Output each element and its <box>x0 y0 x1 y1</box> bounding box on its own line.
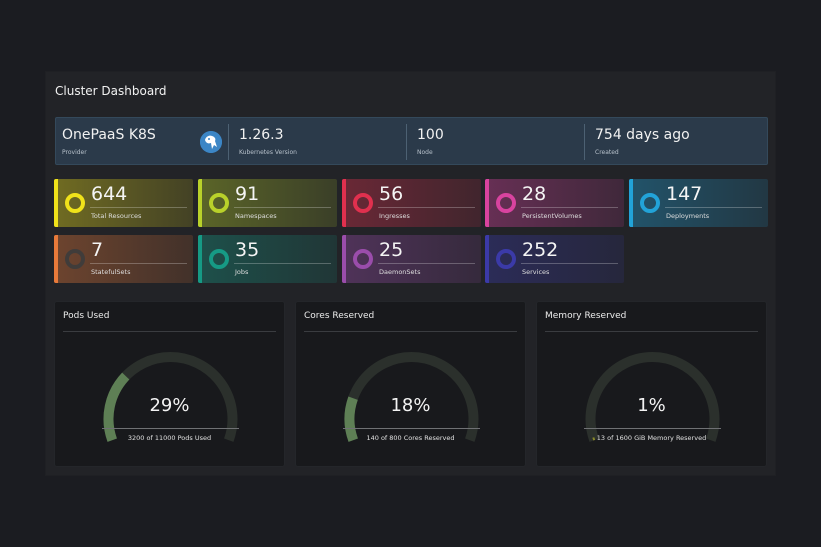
node-label: Node <box>417 149 433 156</box>
stat-value: 7 <box>91 239 104 261</box>
gauge-fill <box>344 396 359 442</box>
stat-ingresses[interactable]: 56 Ingresses <box>342 179 481 227</box>
ring-icon <box>209 249 229 269</box>
gauge-fill <box>103 372 130 442</box>
ring-icon <box>496 249 516 269</box>
stat-deployments[interactable]: 147 Deployments <box>629 179 768 227</box>
cluster-dashboard-panel: Cluster Dashboard OnePaaS K8S Provider 1… <box>45 71 776 476</box>
version-cell: 1.26.3 Kubernetes Version <box>239 118 405 166</box>
stat-label: StatefulSets <box>91 268 131 276</box>
stat-label: Jobs <box>235 268 249 276</box>
stat-total-resources[interactable]: 644 Total Resources <box>54 179 193 227</box>
kubernetes-version-label: Kubernetes Version <box>239 149 297 156</box>
gauge-percent: 29% <box>149 395 190 416</box>
gauge-percent: 1% <box>637 395 666 416</box>
stat-statefulsets[interactable]: 7 StatefulSets <box>54 235 193 283</box>
gauge-pods-used <box>103 352 238 442</box>
gauge-title: Cores Reserved <box>304 311 375 321</box>
provider-cell: OnePaaS K8S Provider <box>62 118 228 166</box>
kubernetes-version-value: 1.26.3 <box>239 127 284 143</box>
info-divider <box>584 124 585 160</box>
stat-value: 91 <box>235 183 260 205</box>
created-cell: 754 days ago Created <box>595 118 761 166</box>
stat-label: Total Resources <box>91 212 142 220</box>
stat-label: Deployments <box>666 212 710 220</box>
stat-value: 644 <box>91 183 128 205</box>
stat-label: Ingresses <box>379 212 410 220</box>
stat-value: 35 <box>235 239 260 261</box>
stat-value: 252 <box>522 239 559 261</box>
created-label: Created <box>595 149 619 156</box>
stat-jobs[interactable]: 35 Jobs <box>198 235 337 283</box>
gauge-caption: 140 of 800 Cores Reserved <box>366 434 455 442</box>
gauge-caption: 13 of 1600 GiB Memory Reserved <box>596 434 707 442</box>
stat-namespaces[interactable]: 91 Namespaces <box>198 179 337 227</box>
gauge-card-memory-reserved: Memory Reserved 1% 13 of 1600 GiB Memory… <box>536 301 767 467</box>
stat-services[interactable]: 252 Services <box>485 235 624 283</box>
stat-label: PersistentVolumes <box>522 212 582 220</box>
ring-icon <box>65 249 85 269</box>
gauge-fill <box>592 437 596 441</box>
node-cell: 100 Node <box>417 118 583 166</box>
stat-daemonsets[interactable]: 25 DaemonSets <box>342 235 481 283</box>
info-divider <box>228 124 229 160</box>
cluster-info-bar: OnePaaS K8S Provider 1.26.3 Kubernetes V… <box>55 117 768 165</box>
gauge-card-pods-used: Pods Used 29% 3200 of 11000 Pods Used <box>54 301 285 467</box>
ring-icon <box>640 193 660 213</box>
stat-label: DaemonSets <box>379 268 421 276</box>
gauge-cores-reserved <box>344 352 479 442</box>
stat-value: 56 <box>379 183 404 205</box>
gauge-title: Pods Used <box>63 311 110 321</box>
ring-icon <box>353 249 373 269</box>
stat-persistent-volumes[interactable]: 28 PersistentVolumes <box>485 179 624 227</box>
gauge-percent: 18% <box>390 395 431 416</box>
ring-icon <box>209 193 229 213</box>
gauge-card-cores-reserved: Cores Reserved 18% 140 of 800 Cores Rese… <box>295 301 526 467</box>
node-value: 100 <box>417 127 444 143</box>
ring-icon <box>65 193 85 213</box>
stat-value: 147 <box>666 183 703 205</box>
kubernetes-logo-icon <box>200 131 222 153</box>
provider-label: Provider <box>62 149 87 156</box>
created-value: 754 days ago <box>595 127 690 143</box>
gauge-track <box>585 352 720 442</box>
stat-label: Namespaces <box>235 212 277 220</box>
gauge-title: Memory Reserved <box>545 311 627 321</box>
stat-value: 25 <box>379 239 404 261</box>
page-title: Cluster Dashboard <box>55 84 167 98</box>
ring-icon <box>496 193 516 213</box>
provider-value: OnePaaS K8S <box>62 127 156 143</box>
ring-icon <box>353 193 373 213</box>
info-divider <box>406 124 407 160</box>
gauge-memory-reserved <box>585 352 720 442</box>
gauge-caption: 3200 of 11000 Pods Used <box>127 434 212 442</box>
stat-label: Services <box>522 268 550 276</box>
stat-value: 28 <box>522 183 547 205</box>
